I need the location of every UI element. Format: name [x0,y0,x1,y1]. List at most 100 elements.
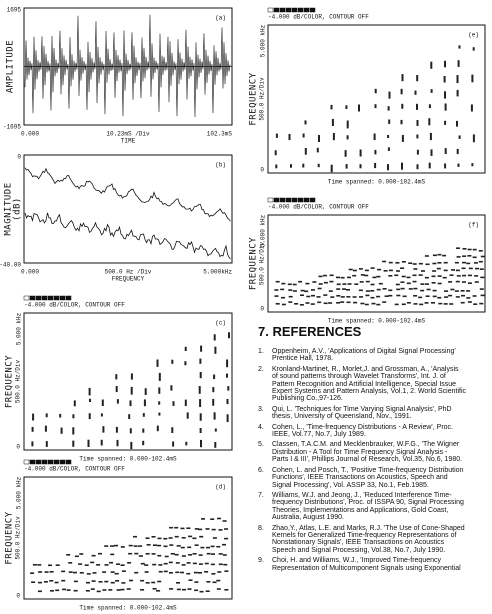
spectrogram-mark [79,553,83,555]
spectrogram-mark [379,283,383,285]
x-left-label: 0.000 [21,131,39,138]
color-scale-swatch [24,460,29,464]
spectrogram-mark [438,275,442,277]
spectrogram-mark [177,589,181,591]
y-top-label: 1695 [7,7,22,14]
spectrogram-mark [110,554,114,556]
spectrogram-mark [104,581,108,583]
y-bottom-label: 0 [260,306,264,313]
spectrogram-mark [462,268,466,270]
color-legend: -4.000 dB/COLOR, CONTOUR OFF [268,14,369,21]
spectrogram-mark [198,572,202,574]
spectrogram-mark [345,150,347,157]
spectrogram-mark [66,554,70,556]
spectrogram-mark [425,283,429,285]
spectrogram-mark [200,413,202,420]
spectrogram-mark [329,281,333,283]
spectrogram-mark [468,275,472,277]
spectrogram-mark [324,282,328,284]
spectrogram-mark [206,581,210,583]
spectrogram-mark [413,288,417,290]
spectrogram-mark [72,441,74,447]
spectrogram-mark [222,544,226,546]
reference-number: 6. [258,467,264,474]
spectrogram-mark [298,281,302,283]
spectrogram-mark [353,302,357,304]
spectrogram-mark [224,570,228,572]
spectrogram-mark [346,296,350,298]
spectrogram-mark [377,269,381,271]
spectrogram-mark [417,150,419,155]
spectrogram-mark [457,275,461,277]
spectrogram-mark [224,528,228,530]
spectrogram-mark [300,304,304,306]
spectrogram-mark [200,440,202,447]
spectrogram-mark [37,564,41,566]
spectrogram-mark [394,275,398,277]
spectrogram-mark [56,564,60,566]
color-legend: -4.000 dB/COLOR, CONTOUR OFF [268,204,369,211]
spectrogram-mark [199,563,203,565]
spectrogram-mark [480,288,484,290]
spectrogram-mark [376,304,380,306]
reference: 7.Williams, W.J. and Jeong, J., 'Reduced… [250,492,492,522]
reference-line: Zhao,Y., Atlas, L.E. and Marks, R.J. 'Th… [272,525,492,532]
spectrogram-mark [165,556,169,558]
spectrogram-mark [210,518,214,520]
spectrogram-mark [371,297,375,299]
spectrogram-mark [92,555,96,557]
reference-line: Kronland-Martinet, R., Morlet,J. and Gro… [272,366,492,373]
spectrogram-mark [431,89,433,93]
spectrogram-mark [145,388,147,395]
spectrogram-mark [158,538,162,540]
spectrogram-mark [38,582,42,584]
spectrogram-mark [215,429,217,432]
spectrogram-mark [101,413,103,416]
spectrogram-mark [281,297,285,299]
y-bottom-label: 0 [16,593,20,600]
color-scale-swatch [298,198,303,202]
spectrogram-mark [401,163,403,170]
spectrogram-mark [97,591,101,593]
spectrogram-mark [115,573,119,575]
spectrogram-mark [361,274,365,276]
spectrogram-mark [360,303,364,305]
spectrogram-mark [50,590,54,592]
spectrogram-mark [115,580,119,582]
spectrogram-mark [468,301,472,303]
spectrogram-mark [438,303,442,305]
spectrogram-mark [67,589,71,591]
spectrogram-mark [416,104,418,110]
panel-label: (b) [215,162,226,169]
spectrogram-mark [359,290,363,292]
color-scale-swatch [304,8,309,12]
y-axis-label: AMPLITUDE [6,40,16,93]
spectrogram-mark [188,554,192,556]
spectrogram-mark [290,164,292,168]
spectrogram-mark [131,387,133,395]
spectrogram-mark [340,301,344,303]
spectrogram-mark [402,276,406,278]
spectrogram-mark [294,303,298,305]
spectrogram-mark [461,295,465,297]
spectrogram-mark [211,553,215,555]
spectrogram-mark [174,527,178,529]
color-scale-swatch [66,296,71,300]
spectrogram-mark [224,538,228,540]
spectrogram-mark [475,281,479,283]
spectrogram-mark [211,546,215,548]
spectrogram-mark [442,255,446,257]
spectrogram-mark [177,545,181,547]
spectrogram-mark [185,400,187,406]
spectrogram-mark [471,75,473,83]
spectrogram-mark [214,334,216,340]
spectrogram-mark [359,268,363,270]
spectrogram-mark [388,147,390,151]
spectrogram-mark [288,301,292,303]
spectrogram-mark [142,429,144,433]
spectrogram-mark [211,564,215,566]
spectrogram-mark [359,296,363,298]
spectrogram-mark [346,164,348,169]
spectrogram-mark [304,291,308,293]
spectrogram-mark [306,296,310,298]
